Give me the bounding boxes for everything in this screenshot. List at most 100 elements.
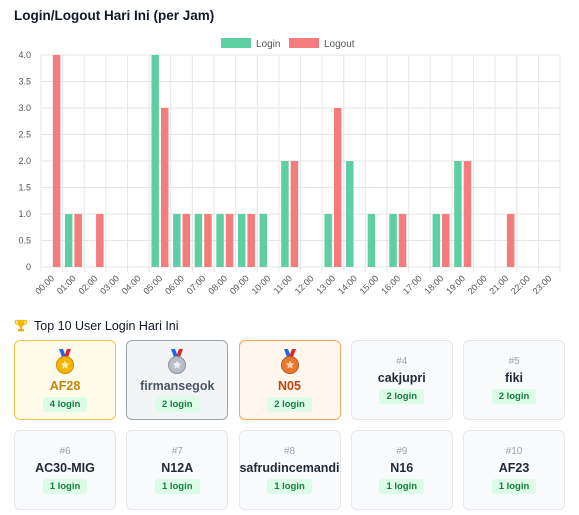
legend-label-login: Login (256, 39, 280, 50)
x-tick-label: 13:00 (314, 273, 337, 296)
y-tick-label: 3.5 (18, 77, 31, 87)
bar-logout (247, 214, 255, 267)
legend-swatch-login (221, 38, 251, 48)
x-tick-label: 08:00 (206, 273, 229, 296)
bar-login (454, 161, 462, 267)
bar-logout (506, 214, 515, 267)
top-users-heading: Top 10 User Login Hari Ini (14, 319, 179, 333)
y-tick-label: 1.5 (18, 183, 31, 193)
silver-medal-icon (168, 348, 187, 374)
x-tick-label: 05:00 (141, 273, 164, 296)
login-count-badge: 2 login (267, 396, 312, 412)
bar-logout (52, 55, 61, 267)
user-card[interactable]: #6 AC30-MIG 1 login (14, 430, 116, 510)
x-tick-label: 00:00 (33, 273, 56, 296)
bar-login (173, 214, 181, 267)
y-tick-label: 0.5 (18, 236, 31, 246)
y-tick-label: 4.0 (18, 50, 31, 60)
x-tick-label: 01:00 (55, 273, 78, 296)
x-tick-label: 11:00 (272, 273, 295, 296)
y-tick-label: 3.0 (18, 103, 31, 113)
bar-login (324, 214, 332, 267)
user-name: fiki (504, 371, 524, 385)
user-card[interactable]: #7 N12A 1 login (126, 430, 229, 510)
login-count-badge: 2 login (491, 389, 537, 404)
bar-login (346, 161, 354, 267)
x-tick-label: 15:00 (358, 273, 381, 296)
x-tick-label: 09:00 (228, 273, 251, 296)
bar-login (216, 214, 224, 267)
bar-login (194, 214, 203, 267)
bar-login (432, 214, 441, 267)
x-tick-label: 18:00 (422, 273, 445, 296)
x-tick-label: 10:00 (249, 273, 272, 296)
user-name: N16 (390, 461, 414, 475)
x-tick-label: 21:00 (487, 273, 510, 296)
legend-label-logout: Logout (324, 39, 355, 50)
top-users-title: Top 10 User Login Hari Ini (34, 319, 179, 333)
x-tick-label: 23:00 (531, 273, 554, 296)
login-count-badge: 4 login (42, 396, 88, 412)
user-card[interactable]: AF28 4 login (14, 340, 116, 420)
x-tick-label: 12:00 (293, 273, 316, 296)
bar-logout (96, 214, 104, 267)
user-card[interactable]: #5 fiki 2 login (463, 340, 565, 420)
bar-logout (290, 161, 299, 267)
bar-logout (398, 214, 407, 267)
user-name: AF28 (49, 378, 81, 393)
x-tick-label: 22:00 (509, 273, 532, 296)
user-card[interactable]: #4 cakjupri 2 login (350, 340, 453, 420)
user-card[interactable]: #8 safrudincemandi 1 login (238, 430, 341, 510)
user-rank: #7 (171, 446, 183, 457)
x-tick-label: 07:00 (185, 273, 208, 296)
user-name: cakjupri (377, 371, 426, 385)
y-tick-label: 2.0 (18, 156, 31, 166)
bar-login (389, 214, 397, 267)
bar-login (151, 55, 159, 267)
user-name: N12A (161, 461, 194, 475)
trophy-icon (14, 319, 28, 332)
gold-medal-icon (56, 348, 74, 374)
x-tick-label: 06:00 (163, 273, 186, 296)
user-card[interactable]: #9 N16 1 login (350, 430, 453, 510)
user-rank: #5 (508, 356, 520, 367)
user-name: AC30-MIG (35, 461, 95, 475)
login-logout-bar-chart: 0 0.5 1.0 1.5 2.0 2.5 3.0 3.5 4.0 00:0001:0002:00… (18, 38, 561, 296)
login-count-badge: 2 login (154, 396, 200, 412)
user-name: safrudincemandi (239, 461, 340, 475)
login-count-badge: 1 login (154, 479, 200, 494)
x-tick-label: 04:00 (120, 273, 143, 296)
x-tick-label: 03:00 (98, 273, 121, 296)
legend-swatch-logout (289, 38, 319, 48)
x-tick-label: 16:00 (379, 273, 402, 296)
x-tick-label: 20:00 (466, 273, 489, 296)
x-tick-label: 19:00 (444, 273, 467, 296)
bar-login (367, 214, 376, 267)
login-count-badge: 2 login (379, 389, 425, 404)
user-name: AF23 (498, 461, 530, 475)
user-rank: #10 (505, 446, 523, 457)
bar-logout (204, 214, 212, 267)
bronze-medal-icon (280, 348, 299, 374)
login-count-badge: 1 login (42, 479, 88, 494)
login-count-badge: 1 login (267, 479, 312, 494)
y-tick-label: 2.5 (18, 130, 31, 140)
user-card[interactable]: firmansegok 2 login (126, 340, 229, 420)
user-card[interactable]: #10 AF23 1 login (463, 430, 565, 510)
bar-login (281, 161, 289, 267)
user-rank: #8 (283, 446, 296, 457)
y-tick-label: 0 (26, 262, 31, 272)
user-name: N05 (278, 378, 301, 393)
user-name: firmansegok (140, 378, 215, 393)
bar-logout (182, 214, 191, 267)
bar-logout (442, 214, 450, 267)
user-rank: #9 (396, 446, 408, 457)
bar-logout (333, 108, 342, 267)
login-count-badge: 1 login (491, 479, 537, 494)
bar-logout (74, 214, 82, 267)
top-users-grid: AF28 4 login firmansegok 2 login N05 2 l… (14, 340, 565, 510)
bar-login (259, 214, 268, 267)
user-rank: #6 (59, 446, 71, 457)
user-card[interactable]: N05 2 login (238, 340, 341, 420)
y-tick-label: 1.0 (18, 209, 31, 219)
